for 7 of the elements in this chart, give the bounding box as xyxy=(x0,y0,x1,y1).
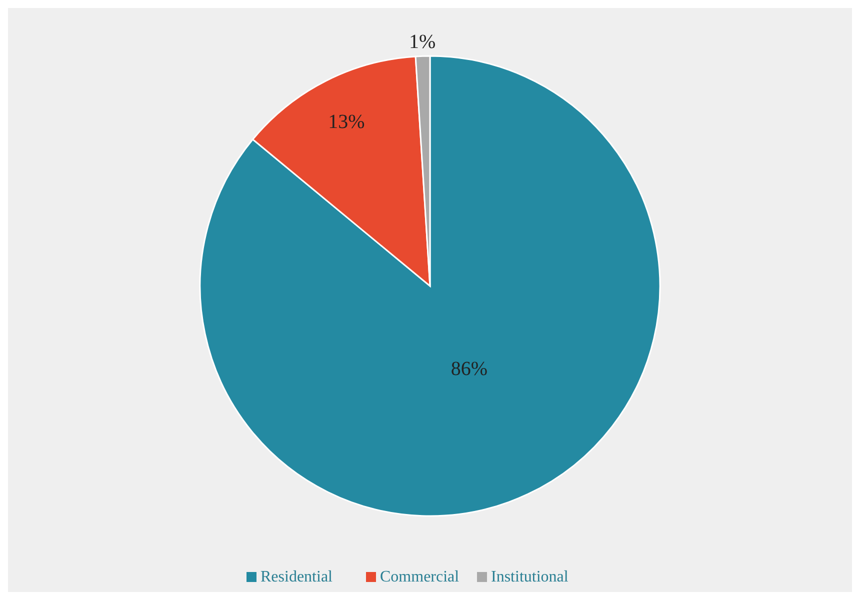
legend-label: Commercial xyxy=(380,568,460,586)
legend-label: Residential xyxy=(260,568,334,586)
pie-slice xyxy=(200,55,661,516)
data-label: 13% xyxy=(328,111,365,134)
legend-label: Institutional xyxy=(491,568,569,586)
data-label: 86% xyxy=(450,358,488,380)
data-label: 1% xyxy=(409,31,436,54)
